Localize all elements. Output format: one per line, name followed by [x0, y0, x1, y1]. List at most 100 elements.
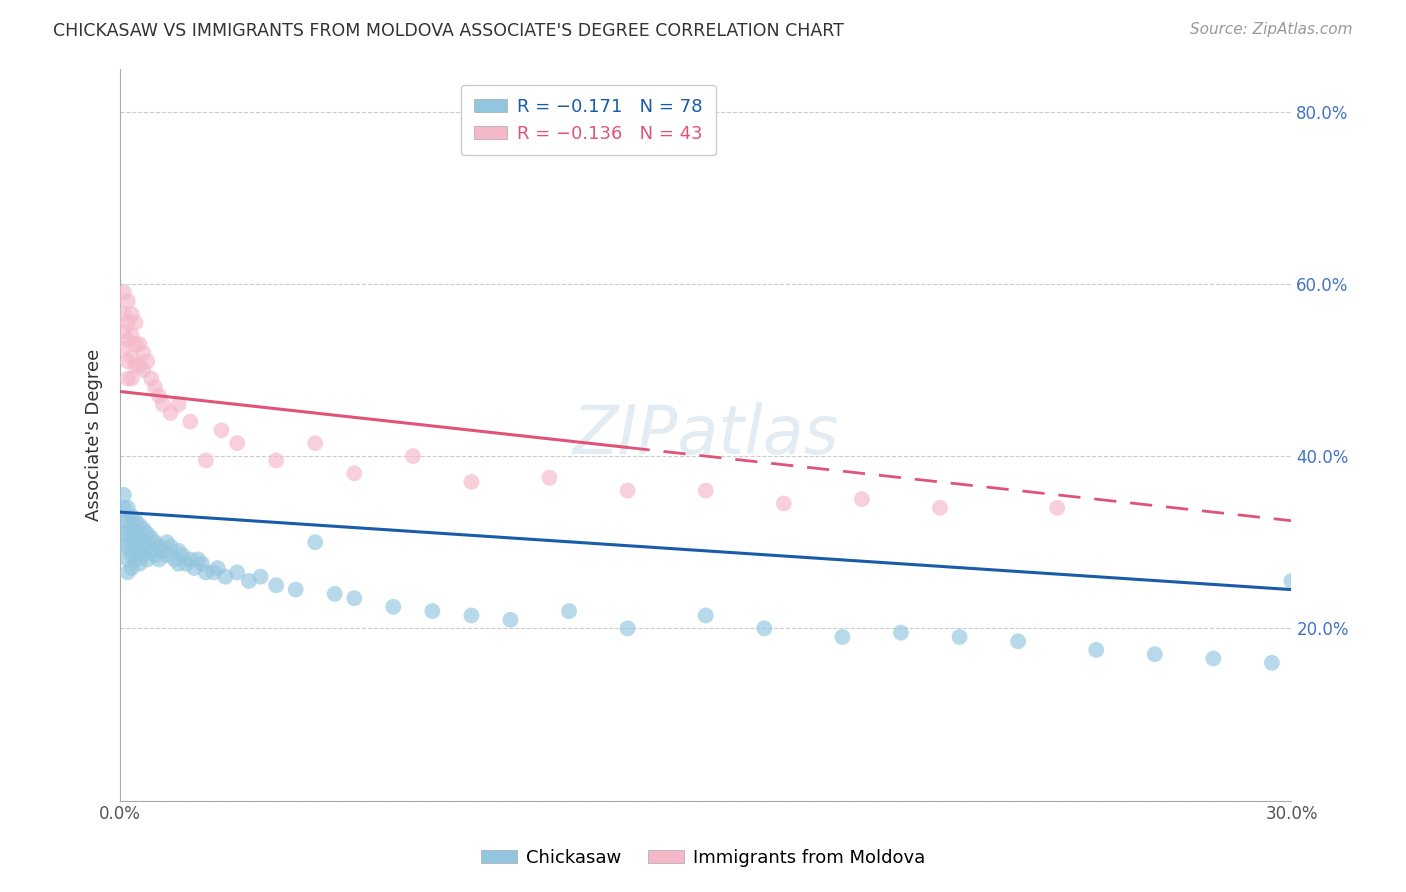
- Point: [156, 548, 179, 562]
- Point: [141, 371, 163, 385]
- Point: [128, 359, 150, 373]
- Point: [136, 354, 159, 368]
- Point: [112, 500, 135, 515]
- Point: [226, 566, 249, 580]
- Point: [202, 566, 225, 580]
- Point: [112, 488, 135, 502]
- Point: [1143, 647, 1166, 661]
- Point: [163, 552, 186, 566]
- Point: [159, 406, 181, 420]
- Point: [121, 328, 143, 343]
- Point: [695, 608, 717, 623]
- Point: [128, 531, 150, 545]
- Point: [148, 389, 170, 403]
- Point: [121, 307, 143, 321]
- Point: [172, 548, 194, 562]
- Point: [136, 526, 159, 541]
- Point: [382, 599, 405, 614]
- Point: [422, 604, 444, 618]
- Text: CHICKASAW VS IMMIGRANTS FROM MOLDOVA ASSOCIATE'S DEGREE CORRELATION CHART: CHICKASAW VS IMMIGRANTS FROM MOLDOVA ASS…: [53, 22, 844, 40]
- Point: [121, 561, 143, 575]
- Point: [121, 371, 143, 385]
- Point: [152, 397, 174, 411]
- Point: [754, 621, 776, 635]
- Point: [117, 500, 139, 515]
- Point: [460, 475, 482, 489]
- Point: [890, 625, 912, 640]
- Point: [176, 557, 198, 571]
- Point: [238, 574, 260, 588]
- Point: [136, 552, 159, 566]
- Point: [264, 578, 287, 592]
- Point: [121, 522, 143, 536]
- Point: [128, 518, 150, 533]
- Point: [772, 496, 794, 510]
- Point: [343, 591, 366, 606]
- Point: [1085, 643, 1108, 657]
- Point: [1202, 651, 1225, 665]
- Point: [460, 608, 482, 623]
- Point: [112, 514, 135, 528]
- Point: [117, 540, 139, 554]
- Point: [112, 342, 135, 356]
- Point: [117, 552, 139, 566]
- Point: [214, 570, 236, 584]
- Point: [191, 557, 214, 571]
- Point: [124, 514, 146, 528]
- Point: [402, 449, 425, 463]
- Point: [695, 483, 717, 498]
- Point: [112, 324, 135, 338]
- Point: [304, 535, 326, 549]
- Text: Source: ZipAtlas.com: Source: ZipAtlas.com: [1189, 22, 1353, 37]
- Text: ZIPatlas: ZIPatlas: [572, 401, 839, 467]
- Point: [124, 526, 146, 541]
- Point: [143, 380, 166, 394]
- Point: [112, 285, 135, 300]
- Point: [117, 294, 139, 309]
- Point: [112, 526, 135, 541]
- Point: [121, 509, 143, 524]
- Point: [141, 531, 163, 545]
- Point: [1046, 500, 1069, 515]
- Point: [117, 354, 139, 368]
- Point: [207, 561, 229, 575]
- Point: [499, 613, 522, 627]
- Point: [343, 467, 366, 481]
- Point: [1007, 634, 1029, 648]
- Point: [117, 526, 139, 541]
- Point: [132, 535, 155, 549]
- Point: [136, 540, 159, 554]
- Point: [148, 552, 170, 566]
- Point: [141, 544, 163, 558]
- Legend: Chickasaw, Immigrants from Moldova: Chickasaw, Immigrants from Moldova: [474, 842, 932, 874]
- Point: [194, 566, 217, 580]
- Point: [187, 552, 209, 566]
- Point: [323, 587, 346, 601]
- Point: [929, 500, 952, 515]
- Point: [1281, 574, 1303, 588]
- Point: [194, 453, 217, 467]
- Point: [1261, 656, 1284, 670]
- Point: [211, 423, 233, 437]
- Point: [124, 359, 146, 373]
- Point: [128, 337, 150, 351]
- Point: [183, 561, 205, 575]
- Point: [538, 470, 561, 484]
- Point: [167, 544, 190, 558]
- Point: [132, 522, 155, 536]
- Point: [124, 552, 146, 566]
- Point: [558, 604, 581, 618]
- Point: [124, 316, 146, 330]
- Point: [117, 371, 139, 385]
- Point: [121, 535, 143, 549]
- Point: [226, 436, 249, 450]
- Point: [132, 345, 155, 359]
- Point: [616, 621, 638, 635]
- Point: [117, 333, 139, 347]
- Point: [124, 540, 146, 554]
- Point: [132, 363, 155, 377]
- Point: [112, 307, 135, 321]
- Point: [616, 483, 638, 498]
- Point: [249, 570, 271, 584]
- Point: [179, 552, 201, 566]
